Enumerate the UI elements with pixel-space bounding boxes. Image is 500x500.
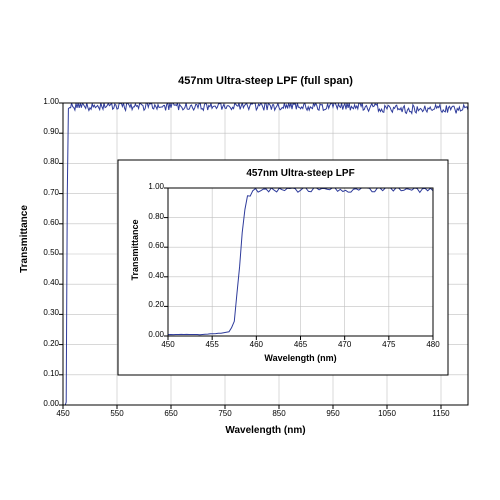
x-tick-label: 850 — [264, 409, 294, 418]
x-tick-label: 450 — [48, 409, 78, 418]
y-tick-label: 0.80 — [29, 157, 59, 166]
y-tick-label: 1.00 — [134, 182, 164, 191]
inset-chart-title: 457nm Ultra-steep LPF — [168, 168, 433, 179]
x-tick-label: 750 — [210, 409, 240, 418]
y-tick-label: 1.00 — [29, 97, 59, 106]
y-tick-label: 0.20 — [29, 339, 59, 348]
x-tick-label: 465 — [286, 340, 316, 349]
x-tick-label: 480 — [418, 340, 448, 349]
y-tick-label: 0.50 — [29, 248, 59, 257]
y-tick-label: 0.20 — [134, 300, 164, 309]
x-tick-label: 550 — [102, 409, 132, 418]
y-tick-label: 0.30 — [29, 308, 59, 317]
y-tick-label: 0.00 — [29, 399, 59, 408]
y-tick-label: 0.80 — [134, 212, 164, 221]
x-tick-label: 650 — [156, 409, 186, 418]
y-tick-label: 0.90 — [29, 127, 59, 136]
y-tick-label: 0.60 — [29, 218, 59, 227]
root: 457nm Ultra-steep LPF (full span) Wavele… — [0, 0, 500, 500]
inset-chart-plot — [0, 0, 500, 500]
y-tick-label: 0.00 — [134, 330, 164, 339]
inset-x-axis-label: Wavelength (nm) — [168, 353, 433, 363]
x-tick-label: 1150 — [426, 409, 456, 418]
x-tick-label: 1050 — [372, 409, 402, 418]
x-tick-label: 950 — [318, 409, 348, 418]
y-tick-label: 0.40 — [29, 278, 59, 287]
y-tick-label: 0.70 — [29, 188, 59, 197]
y-tick-label: 0.40 — [134, 271, 164, 280]
x-tick-label: 475 — [374, 340, 404, 349]
x-tick-label: 450 — [153, 340, 183, 349]
y-tick-label: 0.10 — [29, 369, 59, 378]
x-tick-label: 455 — [197, 340, 227, 349]
x-tick-label: 460 — [241, 340, 271, 349]
y-tick-label: 0.60 — [134, 241, 164, 250]
x-tick-label: 470 — [330, 340, 360, 349]
